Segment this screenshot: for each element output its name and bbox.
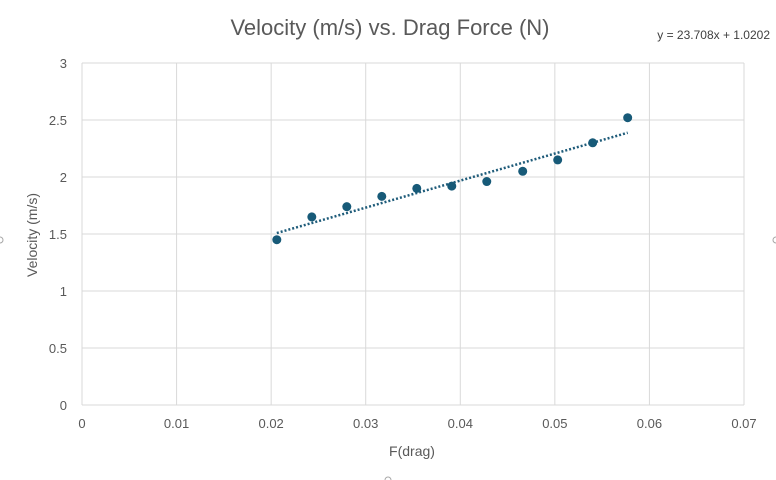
x-tick-label: 0.01 (164, 416, 189, 431)
data-point (342, 202, 352, 212)
trendline (276, 131, 629, 235)
y-axis-ticks: 0 0.5 1 1.5 2 2.5 3 (49, 56, 67, 413)
left-handle (0, 236, 4, 244)
data-point (307, 212, 317, 222)
y-tick-label: 2.5 (49, 113, 67, 128)
y-axis-title: Velocity (m/s) (24, 193, 40, 277)
x-axis-ticks: 0 0.01 0.02 0.03 0.04 0.05 0.06 0.07 (78, 416, 756, 431)
data-point (377, 191, 387, 201)
chart-title: Velocity (m/s) vs. Drag Force (N) (230, 15, 549, 40)
x-axis-title: F(drag) (389, 443, 435, 459)
trendline-equation: y = 23.708x + 1.0202 (657, 28, 770, 42)
data-point (553, 155, 563, 165)
y-tick-label: 1 (60, 284, 67, 299)
x-tick-label: 0.04 (448, 416, 473, 431)
data-point (518, 166, 528, 176)
data-point (623, 113, 633, 123)
y-tick-label: 3 (60, 56, 67, 71)
y-tick-label: 2 (60, 170, 67, 185)
data-point (482, 177, 492, 187)
data-point (447, 181, 457, 191)
y-tick-label: 0.5 (49, 341, 67, 356)
trendline-group (276, 131, 629, 235)
gridlines (81, 62, 745, 406)
data-point (272, 235, 282, 245)
x-tick-label: 0 (78, 416, 85, 431)
y-tick-label: 0 (60, 398, 67, 413)
x-tick-label: 0.07 (731, 416, 756, 431)
data-points (272, 113, 633, 245)
bottom-handle (384, 476, 392, 480)
data-point (412, 183, 422, 193)
x-tick-label: 0.02 (258, 416, 283, 431)
y-tick-label: 1.5 (49, 227, 67, 242)
right-handle (772, 236, 776, 244)
x-tick-label: 0.03 (353, 416, 378, 431)
x-tick-label: 0.06 (637, 416, 662, 431)
x-tick-label: 0.05 (542, 416, 567, 431)
data-point (588, 138, 598, 148)
